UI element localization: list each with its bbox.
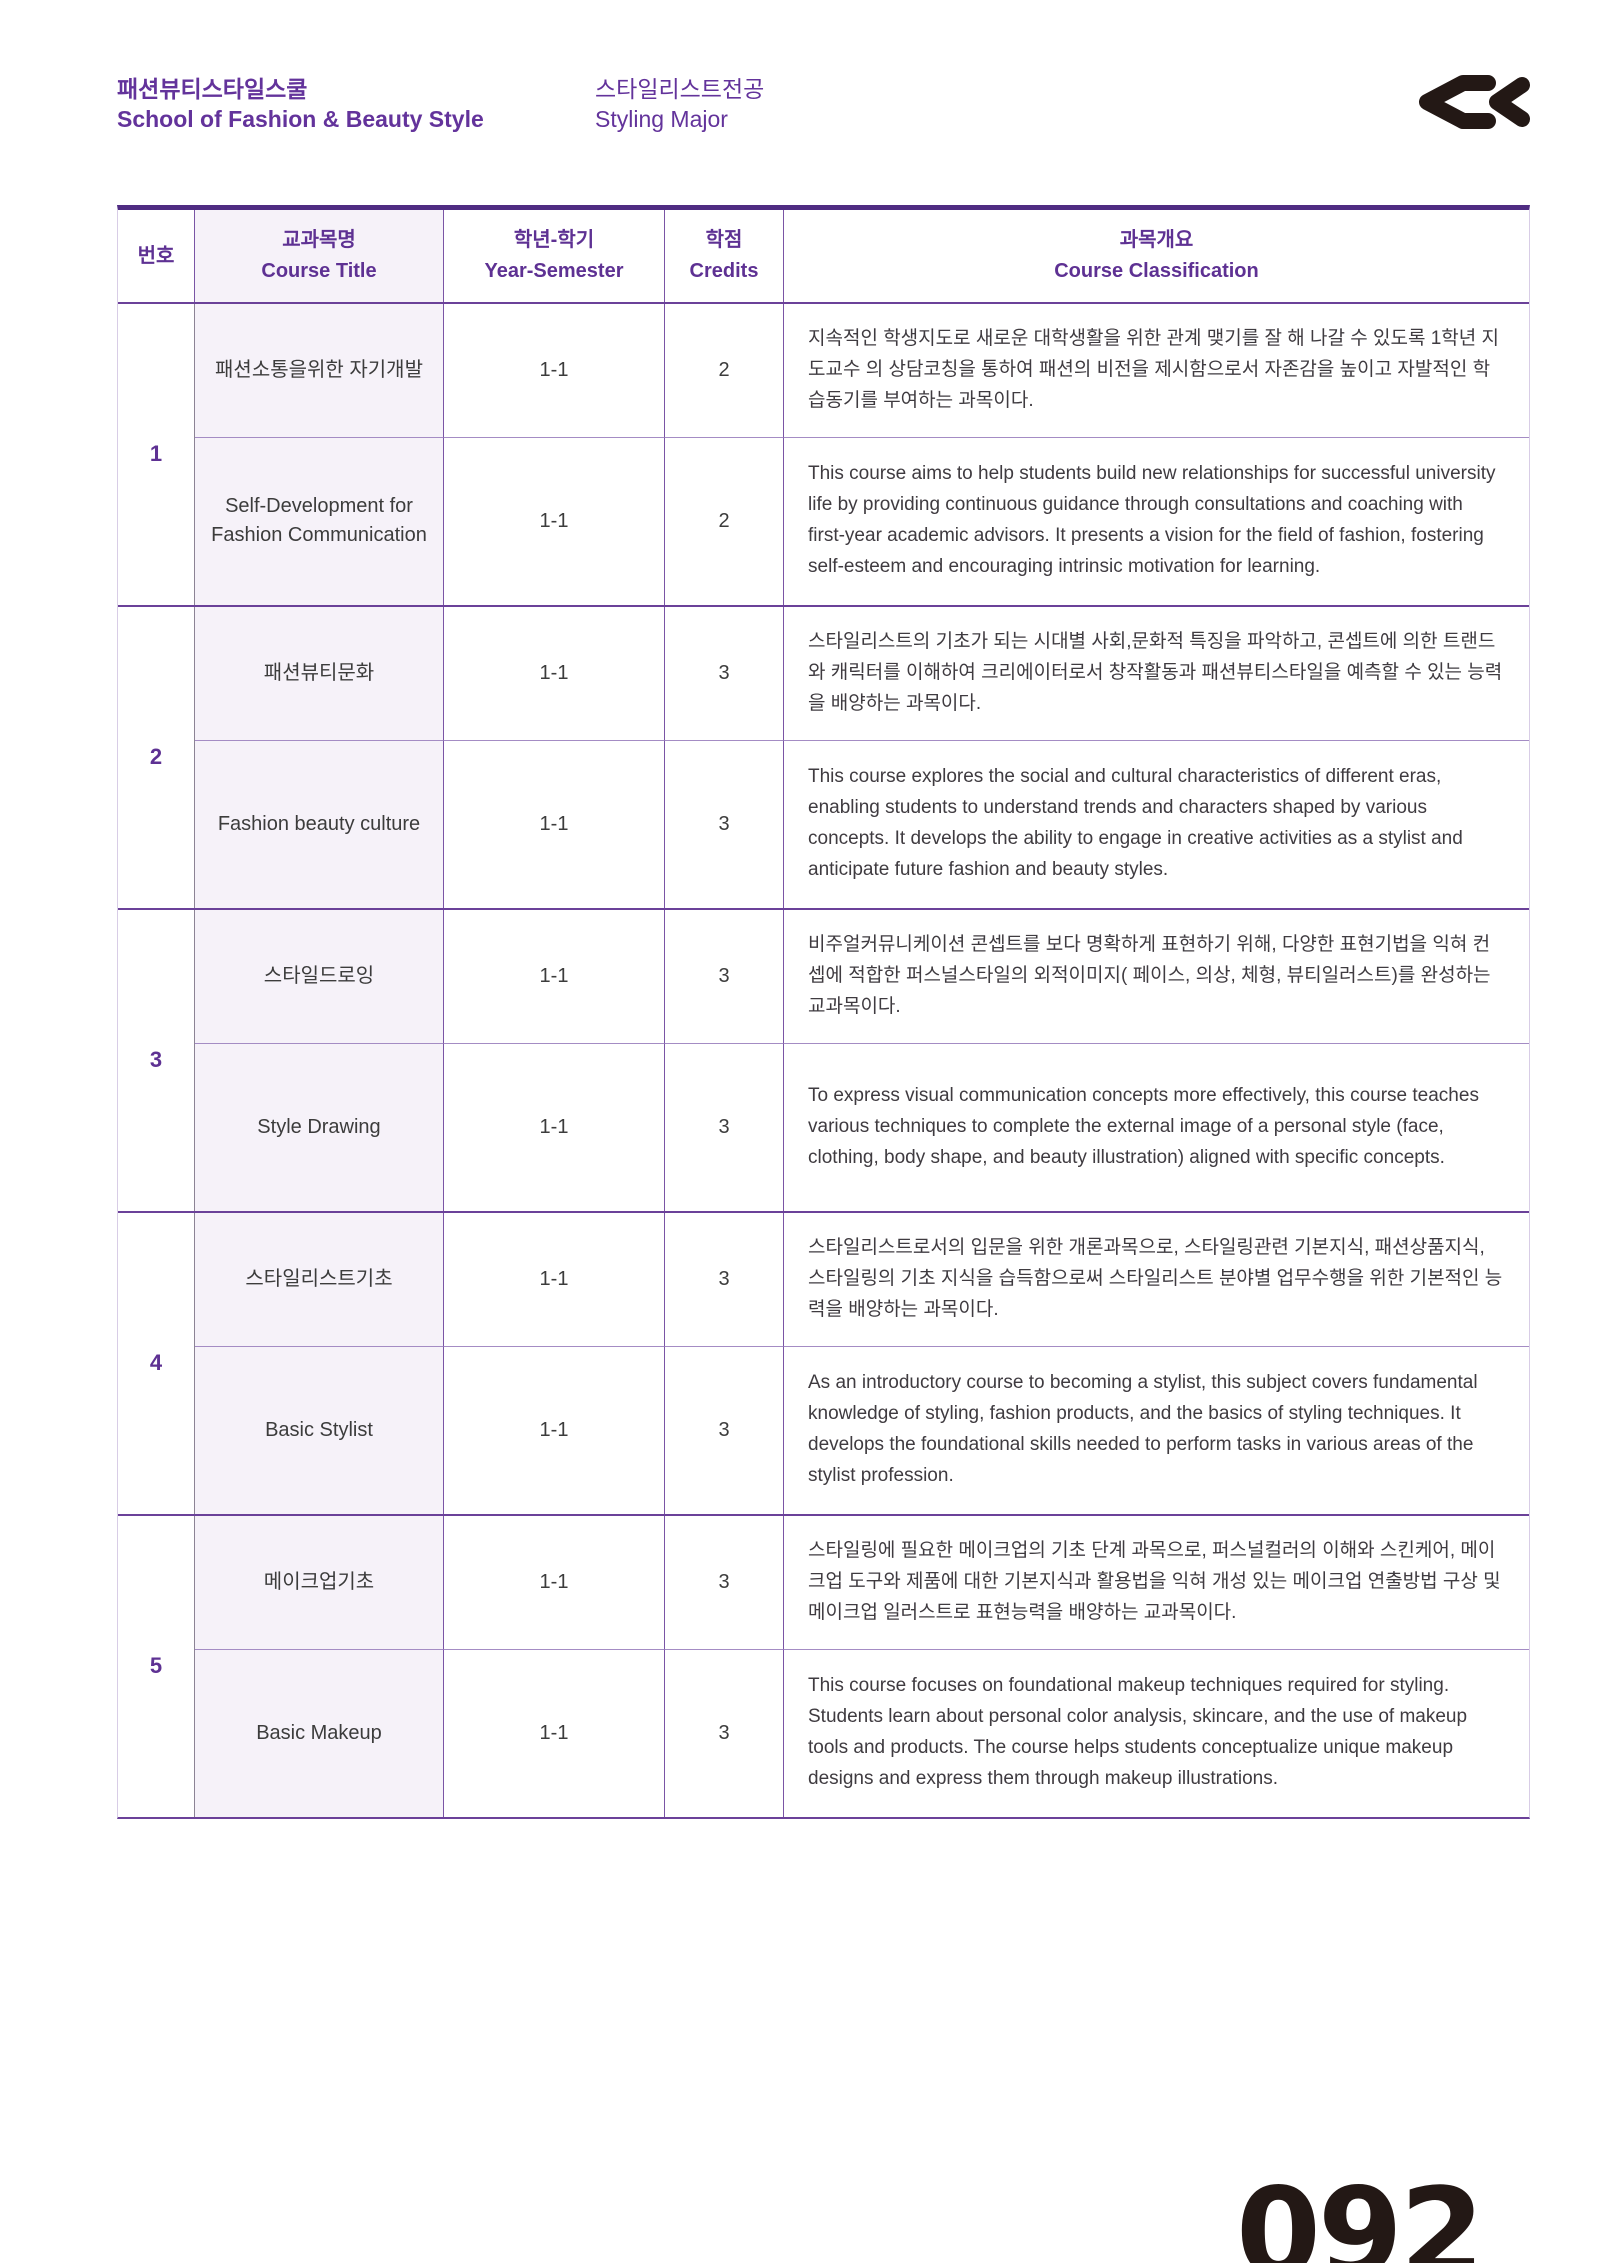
course-no: 4 <box>118 1212 195 1514</box>
major-title-block: 스타일리스트전공 Styling Major <box>595 74 764 135</box>
column-header-overview-en: Course Classification <box>1054 260 1259 282</box>
course-title-english: Basic Makeup <box>195 1648 444 1817</box>
course-description-korean: 스타일링에 필요한 메이크업의 기초 단계 과목으로, 퍼스널컬러의 이해와 스… <box>808 1539 1501 1623</box>
course-description-korean: 스타일리스트의 기초가 되는 시대별 사회,문화적 특징을 파악하고, 콘셉트에… <box>808 630 1503 714</box>
course-no: 2 <box>118 606 195 908</box>
course-title-english: Style Drawing <box>195 1042 444 1211</box>
course-description-english: This course aims to help students build … <box>784 436 1529 605</box>
page-number: 092 <box>1236 2162 1485 2263</box>
course-table: 번호 교과목명 Course Title 학년-학기 Year-Semester… <box>117 205 1530 1819</box>
column-header-no: 번호 <box>118 210 195 302</box>
column-header-overview: 과목개요 Course Classification <box>784 210 1529 302</box>
double-chevron-left-logo-icon <box>1419 75 1530 129</box>
course-semester-english-row: 1-1 <box>444 1042 665 1211</box>
course-title-english: Basic Stylist <box>195 1345 444 1514</box>
column-header-semester-ko: 학년-학기 <box>513 229 595 251</box>
course-semester-english-row: 1-1 <box>444 739 665 908</box>
column-header-semester-en: Year-Semester <box>484 260 624 282</box>
course-title-english: Self-Development for Fashion Communicati… <box>195 436 444 605</box>
course-semester-english-row: 1-1 <box>444 1648 665 1817</box>
column-header-title: 교과목명 Course Title <box>195 210 444 302</box>
course-semester-korean-row: 1-1 <box>444 606 665 740</box>
column-header-credits-ko: 학점 <box>705 229 743 251</box>
course-semester-korean-row: 1-1 <box>444 304 665 437</box>
course-title-korean: 패션뷰티문화 <box>195 606 444 740</box>
course-title-korean: 스타일리스트기초 <box>195 1212 444 1346</box>
column-header-credits: 학점 Credits <box>665 210 784 302</box>
course-no: 3 <box>118 909 195 1211</box>
course-credits-english-row: 2 <box>665 436 784 605</box>
course-credits-korean-row: 3 <box>665 606 784 740</box>
course-row-2: 2 패션뷰티문화 1-1 3 스타일리스트의 기초가 되는 시대별 사회,문화적… <box>118 604 1529 908</box>
course-row-5: 5 메이크업기초 1-1 3 스타일링에 필요한 메이크업의 기초 단계 과목으… <box>118 1513 1529 1817</box>
course-credits-korean-row: 3 <box>665 909 784 1043</box>
column-header-overview-ko: 과목개요 <box>1119 229 1194 251</box>
course-title-korean: 스타일드로잉 <box>195 909 444 1043</box>
course-semester-korean-row: 1-1 <box>444 1212 665 1346</box>
course-title-english: Fashion beauty culture <box>195 739 444 908</box>
course-credits-korean-row: 2 <box>665 304 784 437</box>
course-credits-korean-row: 3 <box>665 1515 784 1649</box>
course-row-1: 1 패션소통을위한 자기개발 1-1 2 지속적인 학생지도로 새로운 대학생활… <box>118 304 1529 605</box>
column-header-credits-en: Credits <box>689 260 759 282</box>
column-header-semester: 학년-학기 Year-Semester <box>444 210 665 302</box>
course-description-korean: 스타일리스트로서의 입문을 위한 개론과목으로, 스타일링관련 기본지식, 패션… <box>808 1236 1503 1320</box>
course-description-english: As an introductory course to becoming a … <box>784 1345 1529 1514</box>
course-semester-korean-row: 1-1 <box>444 1515 665 1649</box>
table-header-row: 번호 교과목명 Course Title 학년-학기 Year-Semester… <box>118 210 1529 304</box>
column-header-no-ko: 번호 <box>137 244 175 267</box>
course-description-english: This course focuses on foundational make… <box>784 1648 1529 1817</box>
course-row-4: 4 스타일리스트기초 1-1 3 스타일리스트로서의 입문을 위한 개론과목으로… <box>118 1210 1529 1514</box>
column-header-title-ko: 교과목명 <box>282 229 356 251</box>
course-credits-korean-row: 3 <box>665 1212 784 1346</box>
course-no: 1 <box>118 304 195 605</box>
course-description-korean: 지속적인 학생지도로 새로운 대학생활을 위한 관계 맺기를 잘 해 나갈 수 … <box>808 328 1499 411</box>
course-title-korean: 메이크업기초 <box>195 1515 444 1649</box>
course-credits-english-row: 3 <box>665 739 784 908</box>
course-credits-english-row: 3 <box>665 1648 784 1817</box>
course-description-english: This course explores the social and cult… <box>784 739 1529 908</box>
course-credits-english-row: 3 <box>665 1345 784 1514</box>
school-title-block: 패션뷰티스타일스쿨 School of Fashion & Beauty Sty… <box>117 74 484 135</box>
major-name-korean: 스타일리스트전공 <box>595 76 765 102</box>
column-header-title-en: Course Title <box>261 260 377 282</box>
course-semester-english-row: 1-1 <box>444 436 665 605</box>
school-name-english: School of Fashion & Beauty Style <box>117 106 484 133</box>
course-description-english: To express visual communication concepts… <box>784 1042 1529 1211</box>
school-name-korean: 패션뷰티스타일스쿨 <box>117 76 308 102</box>
course-semester-english-row: 1-1 <box>444 1345 665 1514</box>
course-no: 5 <box>118 1515 195 1817</box>
course-description-korean: 비주얼커뮤니케이션 콘셉트를 보다 명확하게 표현하기 위해, 다양한 표현기법… <box>808 933 1491 1017</box>
course-semester-korean-row: 1-1 <box>444 909 665 1043</box>
major-name-english: Styling Major <box>595 106 728 133</box>
course-row-3: 3 스타일드로잉 1-1 3 비주얼커뮤니케이션 콘셉트를 보다 명확하게 표현… <box>118 907 1529 1211</box>
course-credits-english-row: 3 <box>665 1042 784 1211</box>
course-title-korean: 패션소통을위한 자기개발 <box>195 304 444 437</box>
